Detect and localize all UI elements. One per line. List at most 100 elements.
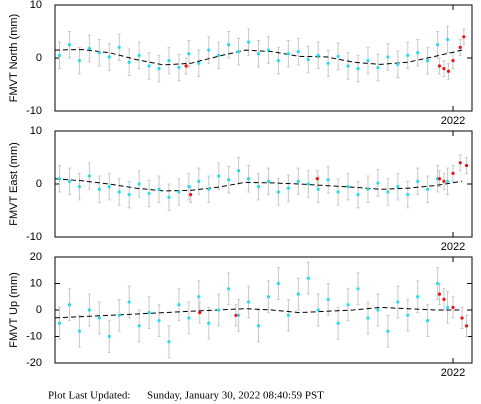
data-point — [326, 178, 330, 182]
x-tick-label: 2022 — [441, 367, 465, 379]
data-point — [87, 308, 91, 312]
data-point — [266, 179, 271, 183]
data-point — [442, 67, 446, 71]
data-point — [237, 50, 241, 54]
data-point — [464, 163, 469, 168]
data-point — [107, 185, 111, 189]
data-point — [445, 305, 450, 309]
y-tick-label: 20 — [30, 251, 42, 263]
data-point — [445, 37, 450, 42]
data-point — [107, 334, 111, 339]
data-point — [462, 35, 466, 39]
data-point — [187, 316, 191, 320]
data-point — [286, 52, 290, 56]
data-point — [177, 303, 181, 307]
data-point — [77, 59, 82, 63]
data-point — [406, 313, 410, 317]
data-point — [266, 48, 271, 52]
data-point — [207, 48, 211, 52]
data-point — [167, 340, 171, 344]
data-point — [464, 324, 469, 328]
data-point — [316, 308, 320, 312]
data-point — [97, 51, 101, 55]
data-point — [386, 329, 390, 333]
data-point — [426, 59, 430, 63]
data-point — [346, 303, 350, 307]
data-point — [316, 53, 320, 57]
data-point — [127, 300, 131, 304]
model-line — [54, 48, 463, 66]
data-point — [217, 308, 221, 312]
data-point — [286, 313, 290, 317]
data-point — [376, 181, 380, 185]
data-point — [137, 53, 141, 57]
data-point — [198, 311, 202, 315]
data-point — [376, 308, 380, 312]
footer-label: Plot Last Updated: — [48, 390, 131, 402]
data-point — [157, 187, 161, 191]
y-tick-label: 0 — [36, 52, 42, 64]
data-point — [147, 311, 151, 315]
data-point — [167, 195, 171, 199]
data-point — [117, 45, 121, 50]
data-point — [187, 185, 191, 189]
data-point — [234, 313, 238, 317]
data-point — [296, 50, 300, 54]
data-point — [366, 187, 370, 191]
data-point — [346, 64, 350, 68]
data-point — [197, 295, 201, 299]
plot-frame — [54, 4, 473, 112]
data-point — [207, 321, 211, 325]
data-point — [167, 59, 171, 63]
data-point — [460, 316, 464, 320]
y-tick-label: -10 — [26, 231, 42, 243]
data-point — [137, 182, 141, 186]
y-tick-label: -20 — [26, 357, 42, 369]
data-point — [436, 43, 440, 47]
data-point — [336, 54, 340, 59]
data-point — [316, 187, 320, 191]
data-point — [147, 64, 151, 68]
data-point — [356, 287, 360, 291]
data-point — [57, 321, 62, 325]
data-point — [406, 193, 410, 197]
data-point — [286, 186, 290, 190]
data-point — [336, 190, 340, 194]
x-tick-label: 2022 — [441, 241, 465, 253]
data-point — [189, 193, 193, 197]
data-point — [227, 43, 231, 47]
data-point — [147, 191, 151, 196]
data-point — [451, 59, 455, 63]
data-point — [386, 55, 390, 59]
data-point — [256, 185, 261, 189]
data-point — [97, 316, 101, 320]
data-point — [127, 193, 131, 197]
data-point — [356, 67, 360, 71]
data-point — [217, 53, 221, 57]
data-point — [296, 292, 300, 296]
y-tick-label: -10 — [26, 330, 42, 342]
data-point — [157, 319, 161, 323]
data-point — [246, 40, 251, 44]
data-point — [326, 297, 330, 301]
data-point — [184, 64, 188, 68]
data-point — [227, 178, 231, 182]
data-point — [246, 300, 251, 304]
data-point — [306, 276, 310, 280]
data-point — [442, 179, 446, 183]
data-point — [77, 185, 82, 189]
data-point — [237, 313, 241, 317]
data-point — [296, 179, 300, 183]
data-point — [276, 190, 281, 194]
data-point — [276, 281, 281, 286]
data-point — [436, 281, 440, 286]
data-point — [356, 193, 360, 197]
data-point — [97, 187, 101, 191]
data-point — [67, 43, 72, 47]
data-point — [315, 177, 319, 181]
data-point — [366, 59, 370, 63]
data-point — [57, 177, 62, 181]
data-point — [197, 61, 201, 65]
data-point — [426, 187, 430, 191]
